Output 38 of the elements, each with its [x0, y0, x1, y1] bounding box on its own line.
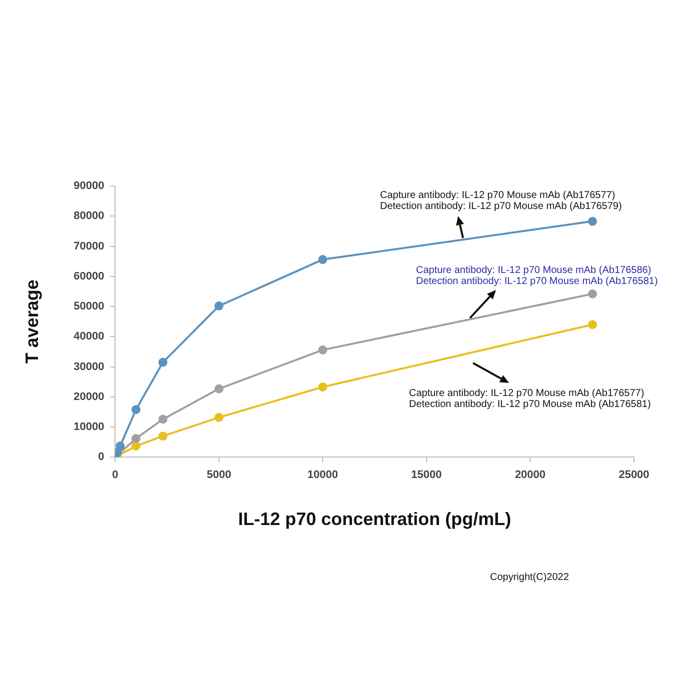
y-tick-label: 80000: [74, 210, 104, 222]
x-tick-label: 15000: [411, 468, 442, 481]
point: [131, 405, 140, 414]
point: [158, 414, 168, 424]
text: Copyright(C)2022: [490, 572, 569, 583]
point: [116, 442, 125, 451]
x-tick-label: 20000: [514, 468, 546, 481]
x-tick-label: 0: [112, 468, 118, 481]
point: [158, 432, 168, 441]
x-tick-label: 5000: [206, 468, 232, 481]
y-tick-label: 60000: [74, 270, 104, 282]
y-tick-label: 40000: [74, 330, 104, 343]
point: [318, 382, 328, 392]
x-axis-title: IL-12 p70 concentration (pg/mL): [238, 509, 512, 530]
point: [588, 289, 597, 298]
point: [318, 255, 328, 264]
point: [588, 320, 597, 330]
text: Capture antibody: IL-12 p70 Mouse mAb (Ab176577) Detection antibody: IL-12 p70 Mouse mAb (Ab176581): [409, 388, 651, 410]
y-tick-label: 0: [98, 451, 104, 464]
y-axis-title: T average: [22, 280, 42, 364]
point: [588, 216, 597, 226]
y-tick-label: 20000: [74, 390, 104, 403]
x-tick-label: 25000: [618, 468, 650, 481]
point: [131, 442, 140, 451]
y-tick-label: 90000: [74, 180, 104, 192]
point: [158, 358, 168, 367]
y-tick-label: 50000: [74, 300, 104, 313]
y-tick-label: 70000: [74, 240, 104, 252]
point: [131, 434, 140, 444]
text: Capture antibody: IL-12 p70 Mouse mAb (Ab176577) Detection antibody: IL-12 p70 Mouse mAb (Ab176579): [380, 190, 622, 212]
point: [318, 345, 328, 354]
text: Capture antibody: IL-12 p70 Mouse mAb (Ab176586) Detection antibody: IL-12 p70 Mouse mAb (Ab176581): [416, 265, 658, 287]
point: [214, 384, 224, 394]
y-tick-label: 10000: [74, 421, 104, 434]
point: [214, 301, 224, 310]
y-tick-label: 30000: [74, 360, 104, 373]
point: [214, 412, 224, 422]
x-tick-label: 10000: [307, 468, 338, 481]
